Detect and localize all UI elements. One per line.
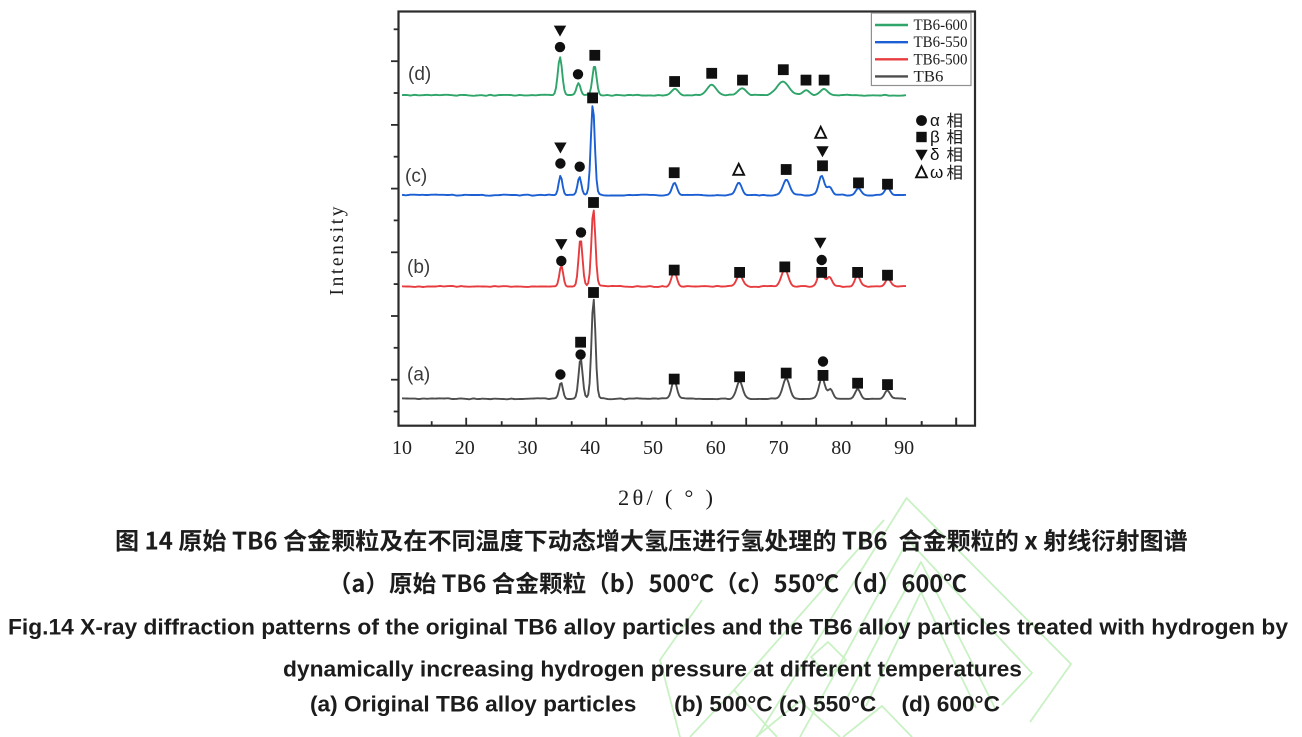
svg-text:(b): (b)	[407, 257, 430, 278]
svg-text:80: 80	[831, 437, 851, 459]
svg-text:α: α	[930, 111, 940, 130]
svg-text:δ: δ	[930, 145, 939, 164]
svg-text:(a) Original TB6 alloy particl: (a) Original TB6 alloy particles (b) 500…	[310, 692, 1000, 717]
svg-text:60: 60	[706, 437, 726, 459]
svg-text:ω: ω	[930, 163, 943, 182]
svg-text:70: 70	[769, 437, 789, 459]
svg-text:Intensity: Intensity	[327, 206, 348, 295]
svg-text:Fig.14 X-ray diffraction patte: Fig.14 X-ray diffraction patterns of the…	[8, 615, 1288, 640]
svg-text:dynamically increasing hydroge: dynamically increasing hydrogen pressure…	[283, 657, 1022, 682]
svg-text:(d): (d)	[408, 64, 431, 85]
svg-text:TB6: TB6	[914, 68, 944, 85]
svg-text:β: β	[930, 128, 940, 147]
svg-text:30: 30	[518, 437, 538, 459]
svg-text:TB6-600: TB6-600	[914, 17, 968, 34]
svg-text:20: 20	[455, 437, 475, 459]
svg-text:TB6-550: TB6-550	[914, 34, 968, 51]
svg-text:(c): (c)	[405, 166, 427, 187]
svg-text:50: 50	[643, 437, 663, 459]
svg-text:(a): (a)	[407, 364, 430, 385]
svg-text:10: 10	[392, 437, 412, 459]
svg-text:TB6-500: TB6-500	[914, 51, 968, 68]
svg-text:2θ/ ( ° ): 2θ/ ( ° )	[618, 485, 713, 510]
svg-text:40: 40	[580, 437, 600, 459]
svg-text:90: 90	[894, 437, 914, 459]
